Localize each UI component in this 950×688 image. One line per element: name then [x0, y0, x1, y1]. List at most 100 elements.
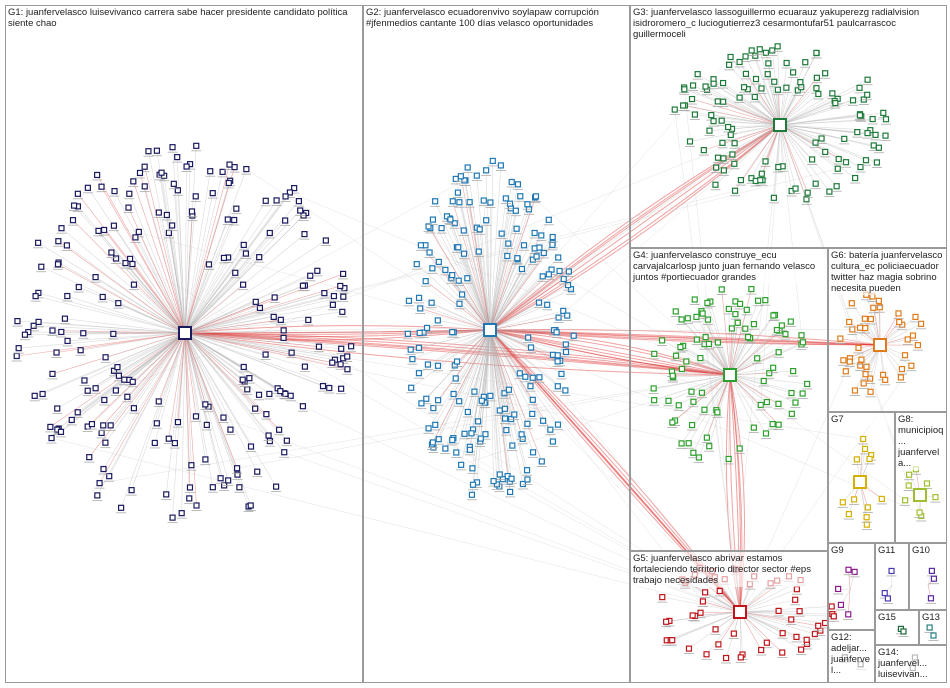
edge	[489, 56, 731, 331]
node	[513, 225, 520, 232]
node	[88, 420, 96, 428]
node	[540, 249, 547, 257]
edge	[721, 289, 731, 376]
node	[775, 421, 782, 428]
node	[502, 195, 509, 202]
edge	[184, 257, 225, 334]
node	[68, 416, 75, 424]
group-box: G15	[875, 610, 919, 645]
node	[263, 411, 270, 418]
node	[719, 79, 727, 87]
node	[804, 189, 811, 196]
edge	[489, 329, 881, 346]
node	[227, 426, 234, 433]
edge	[184, 211, 193, 334]
edge	[41, 266, 186, 334]
edge	[118, 332, 186, 377]
edge	[739, 611, 783, 653]
edge	[177, 332, 186, 423]
edge	[729, 288, 752, 376]
edge	[688, 374, 731, 444]
node	[262, 197, 269, 204]
node	[30, 322, 37, 329]
node	[853, 456, 860, 463]
node	[348, 343, 355, 350]
node	[454, 189, 462, 196]
node	[497, 162, 504, 169]
node	[122, 259, 129, 267]
node	[94, 171, 101, 179]
node	[49, 327, 56, 334]
edge	[165, 332, 186, 495]
node	[314, 267, 321, 274]
edge	[412, 329, 491, 360]
node	[706, 127, 713, 134]
node	[554, 352, 561, 359]
edges	[16, 46, 936, 669]
node	[799, 339, 807, 346]
edge	[103, 332, 186, 470]
node	[765, 60, 772, 67]
node	[219, 168, 226, 175]
node	[845, 510, 852, 518]
node	[720, 167, 727, 174]
edge	[779, 124, 808, 193]
node	[651, 350, 658, 357]
node	[873, 159, 881, 166]
node	[722, 654, 730, 662]
node	[754, 297, 762, 304]
node	[321, 290, 328, 297]
node	[713, 164, 720, 171]
edge	[105, 332, 186, 443]
node	[276, 426, 283, 433]
edge	[779, 124, 838, 169]
node	[525, 334, 532, 341]
node	[926, 624, 933, 631]
node	[798, 646, 805, 653]
node	[779, 649, 786, 656]
node	[792, 596, 799, 603]
node	[94, 492, 101, 499]
edge	[489, 233, 502, 331]
node	[862, 371, 869, 378]
node	[864, 76, 871, 83]
edge	[128, 207, 186, 334]
node	[246, 375, 253, 382]
edge	[779, 62, 787, 126]
node	[186, 495, 193, 502]
edge	[67, 332, 186, 342]
node	[726, 61, 733, 68]
node	[758, 85, 765, 92]
edge	[729, 367, 774, 376]
edge	[489, 329, 501, 475]
node	[697, 354, 704, 362]
edge	[558, 124, 781, 318]
node	[455, 277, 462, 284]
node	[861, 315, 868, 322]
edge	[452, 201, 491, 331]
edge	[184, 193, 214, 334]
node	[773, 326, 781, 334]
edge	[184, 307, 261, 334]
edge	[158, 332, 186, 402]
node	[69, 217, 77, 224]
node	[539, 273, 546, 280]
group-label: G8: municipioq... juanfervela...	[896, 413, 946, 470]
node	[690, 398, 697, 405]
node	[468, 491, 476, 498]
edge	[751, 124, 781, 179]
edge	[432, 329, 491, 443]
edge	[729, 328, 746, 376]
node	[504, 252, 511, 260]
node	[129, 378, 136, 385]
node	[829, 90, 836, 97]
node	[875, 297, 882, 304]
node	[545, 271, 552, 278]
edge	[489, 310, 564, 331]
edge	[184, 332, 240, 488]
edge	[489, 329, 731, 376]
edge	[672, 374, 731, 377]
edge	[693, 374, 731, 453]
node	[729, 151, 736, 158]
node	[456, 398, 463, 405]
